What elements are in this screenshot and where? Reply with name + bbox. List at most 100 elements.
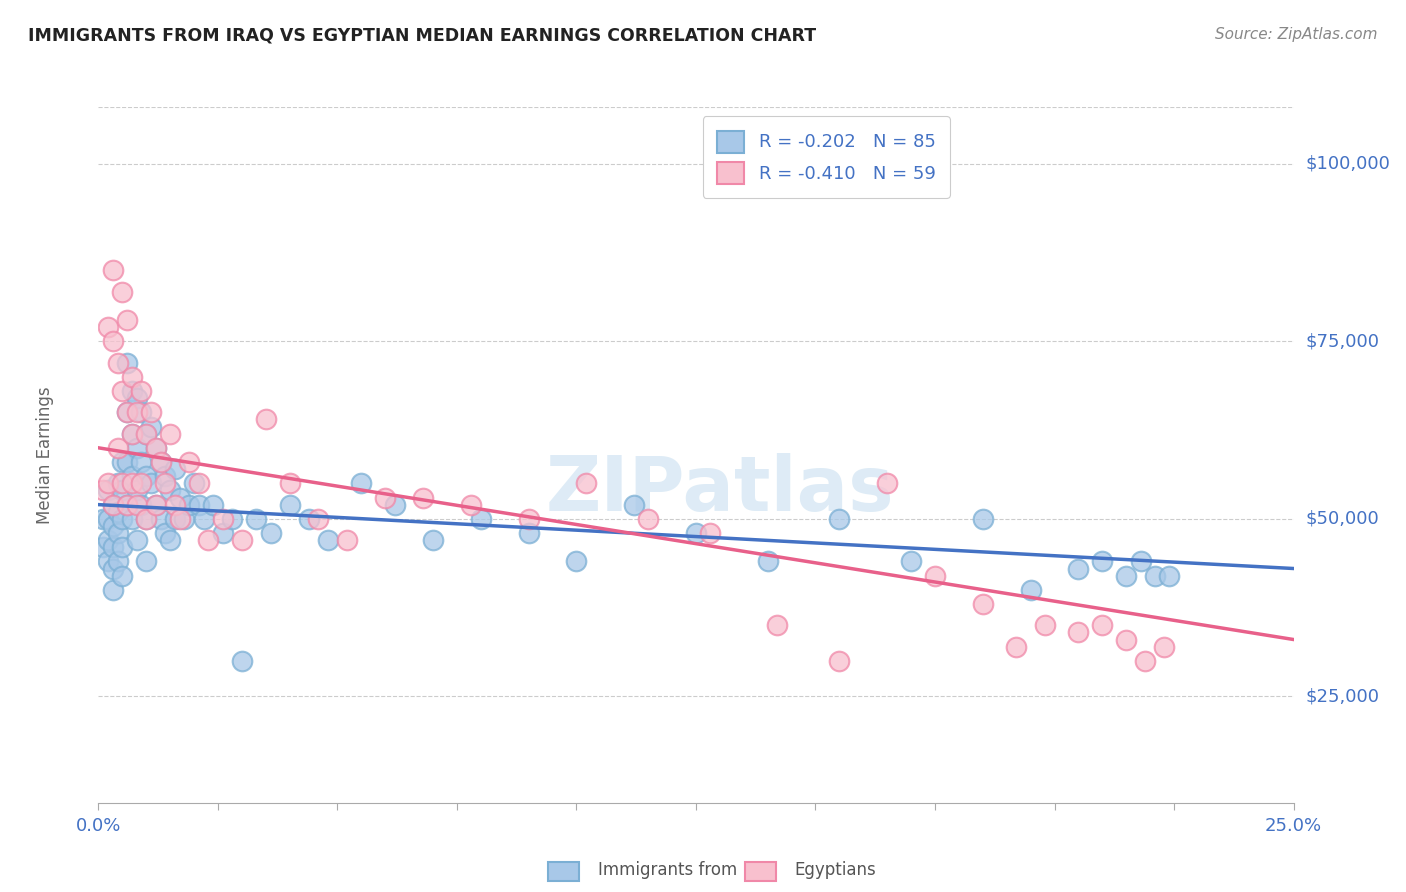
Point bbox=[1135, 654, 1157, 668]
Point bbox=[1091, 618, 1114, 632]
Point bbox=[135, 512, 157, 526]
Point bbox=[101, 582, 124, 597]
Point bbox=[97, 320, 120, 334]
Point bbox=[107, 526, 129, 541]
Point bbox=[125, 405, 148, 419]
Point bbox=[149, 512, 172, 526]
Point bbox=[298, 512, 321, 526]
Point bbox=[316, 533, 339, 548]
Text: Median Earnings: Median Earnings bbox=[35, 386, 53, 524]
Point bbox=[155, 469, 177, 483]
Point bbox=[111, 568, 134, 582]
Point bbox=[125, 441, 148, 455]
Point bbox=[97, 476, 120, 491]
Point bbox=[121, 512, 143, 526]
Point bbox=[131, 476, 153, 491]
Point bbox=[145, 498, 167, 512]
Point bbox=[876, 476, 898, 491]
Point bbox=[766, 618, 789, 632]
Point bbox=[135, 426, 157, 441]
Point bbox=[412, 491, 434, 505]
Point bbox=[101, 519, 124, 533]
Point bbox=[107, 505, 129, 519]
Point bbox=[374, 491, 396, 505]
Point bbox=[121, 476, 143, 491]
Point bbox=[1005, 640, 1028, 654]
Point bbox=[972, 512, 994, 526]
Point bbox=[115, 313, 138, 327]
Point bbox=[307, 512, 329, 526]
Text: Immigrants from Iraq: Immigrants from Iraq bbox=[598, 861, 775, 879]
Point bbox=[111, 285, 134, 299]
Text: Egyptians: Egyptians bbox=[794, 861, 876, 879]
Point bbox=[422, 533, 444, 548]
Point bbox=[101, 561, 124, 575]
Point bbox=[101, 498, 124, 512]
Text: $100,000: $100,000 bbox=[1305, 155, 1391, 173]
Point bbox=[101, 334, 124, 349]
Point bbox=[259, 526, 281, 541]
Point bbox=[565, 554, 588, 568]
Point bbox=[121, 426, 143, 441]
Text: $25,000: $25,000 bbox=[1305, 688, 1379, 706]
Point bbox=[1115, 632, 1137, 647]
Point bbox=[173, 512, 195, 526]
Point bbox=[135, 426, 157, 441]
Point bbox=[115, 498, 138, 512]
Point bbox=[1153, 640, 1175, 654]
Point bbox=[159, 533, 181, 548]
Point bbox=[193, 512, 215, 526]
Point bbox=[828, 654, 851, 668]
Point bbox=[111, 540, 134, 554]
Point bbox=[384, 498, 406, 512]
Point bbox=[1067, 561, 1090, 575]
Point bbox=[575, 476, 598, 491]
Point bbox=[155, 476, 177, 491]
Point bbox=[900, 554, 922, 568]
Point bbox=[145, 441, 167, 455]
Point bbox=[111, 483, 134, 498]
Point bbox=[91, 512, 114, 526]
Point bbox=[211, 526, 233, 541]
Point bbox=[91, 483, 114, 498]
Point bbox=[183, 476, 205, 491]
Point bbox=[470, 512, 492, 526]
Point bbox=[1091, 554, 1114, 568]
Point bbox=[187, 498, 209, 512]
Text: $75,000: $75,000 bbox=[1305, 333, 1379, 351]
Point bbox=[179, 498, 201, 512]
Point bbox=[221, 512, 243, 526]
Point bbox=[97, 554, 120, 568]
Point bbox=[97, 512, 120, 526]
Text: Source: ZipAtlas.com: Source: ZipAtlas.com bbox=[1215, 27, 1378, 42]
Point bbox=[1033, 618, 1056, 632]
Point bbox=[91, 540, 114, 554]
Point bbox=[97, 533, 120, 548]
Point bbox=[111, 455, 134, 469]
Point bbox=[121, 369, 143, 384]
Point bbox=[149, 455, 172, 469]
Legend: R = -0.202   N = 85, R = -0.410   N = 59: R = -0.202 N = 85, R = -0.410 N = 59 bbox=[703, 116, 950, 198]
Point bbox=[828, 512, 851, 526]
Point bbox=[699, 526, 721, 541]
Point bbox=[169, 491, 191, 505]
Point bbox=[517, 512, 540, 526]
Point bbox=[115, 455, 138, 469]
Point bbox=[245, 512, 267, 526]
Point bbox=[202, 498, 225, 512]
Point bbox=[115, 498, 138, 512]
Point bbox=[107, 476, 129, 491]
Point bbox=[145, 441, 167, 455]
Point bbox=[121, 469, 143, 483]
Point bbox=[1143, 568, 1166, 582]
Point bbox=[131, 498, 153, 512]
Point bbox=[101, 498, 124, 512]
Point bbox=[1115, 568, 1137, 582]
Point bbox=[111, 512, 134, 526]
Point bbox=[231, 654, 253, 668]
Point bbox=[125, 498, 148, 512]
Point bbox=[131, 455, 153, 469]
Point bbox=[1129, 554, 1152, 568]
Point bbox=[211, 512, 233, 526]
Point bbox=[637, 512, 659, 526]
